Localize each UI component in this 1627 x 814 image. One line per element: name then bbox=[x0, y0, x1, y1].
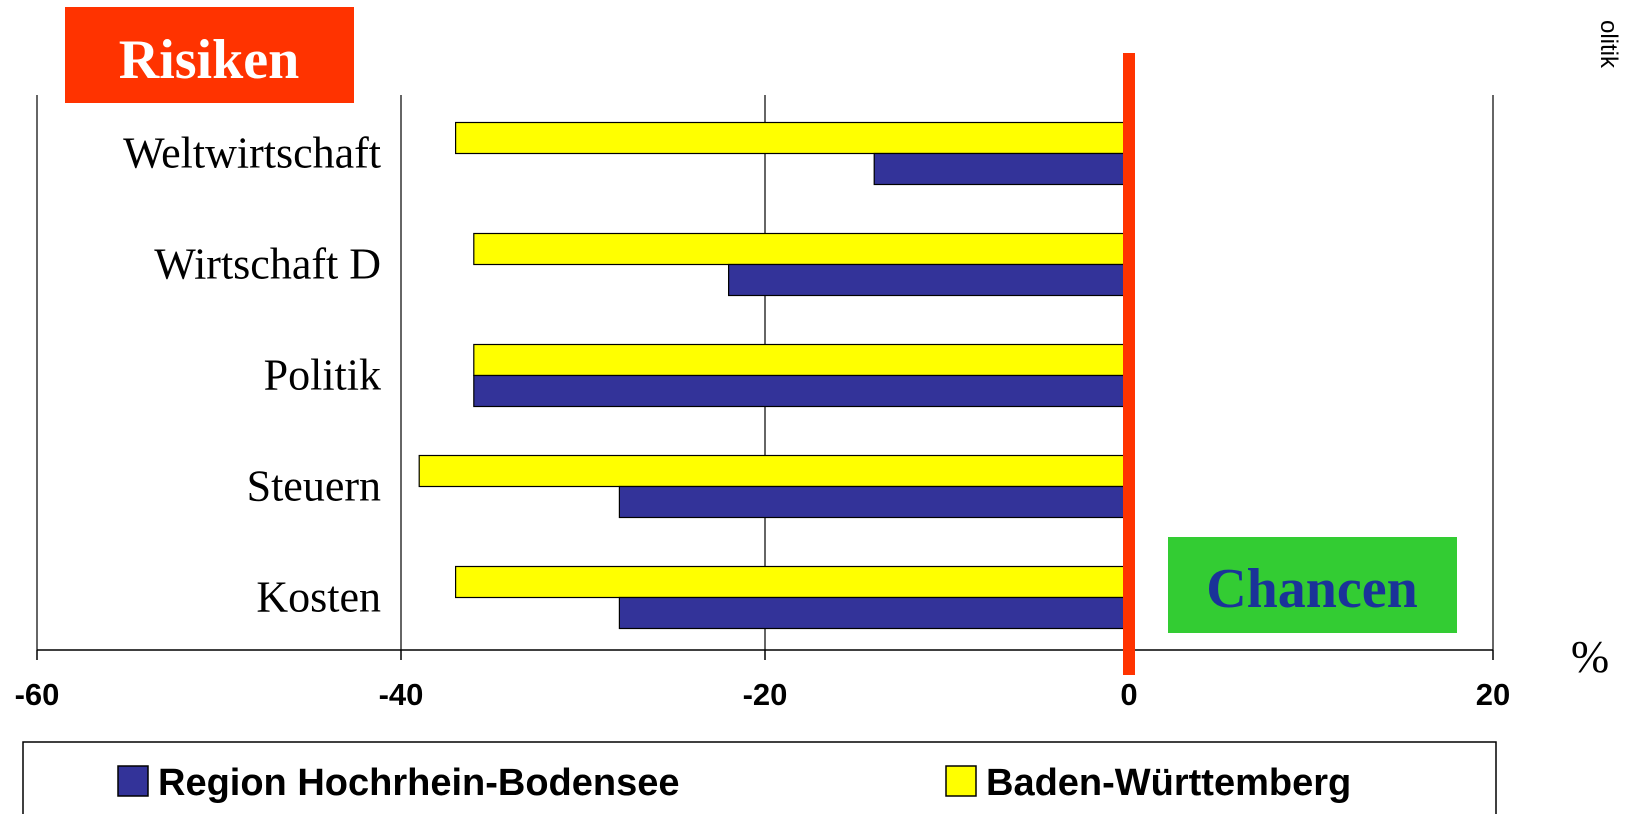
x-axis: -60 -40 -20 0 20 bbox=[15, 649, 1510, 712]
bar-region-hochrhein-bodensee bbox=[618, 485, 1130, 519]
unit-label: % bbox=[1571, 631, 1609, 682]
legend-label-region-hochrhein-bodensee: Region Hochrhein-Bodensee bbox=[158, 762, 680, 804]
bar-region-hochrhein-bodensee bbox=[727, 263, 1130, 297]
bars bbox=[418, 121, 1130, 630]
category-label: Steuern bbox=[247, 462, 381, 511]
x-tick-label: 0 bbox=[1120, 677, 1137, 712]
chances-label: Chancen bbox=[1206, 558, 1418, 620]
category-labels: Weltwirtschaft Wirtschaft D Politik Steuern… bbox=[123, 129, 381, 622]
category-label: Weltwirtschaft bbox=[123, 129, 381, 178]
risks-badge-background bbox=[65, 7, 354, 103]
bar-baden-wuerttemberg bbox=[418, 454, 1130, 488]
bar-baden-wuerttemberg bbox=[473, 232, 1130, 266]
legend-box bbox=[22, 741, 1497, 814]
zero-line bbox=[1123, 53, 1135, 675]
chances-badge: Chancen bbox=[1168, 537, 1457, 633]
category-label: Wirtschaft D bbox=[154, 240, 381, 289]
legend-swatch-region-hochrhein-bodensee bbox=[117, 765, 149, 797]
x-tick-label: 20 bbox=[1476, 677, 1510, 712]
risks-badge: Risiken bbox=[65, 7, 354, 103]
bar-region-hochrhein-bodensee bbox=[618, 596, 1130, 630]
bar-baden-wuerttemberg bbox=[455, 565, 1130, 599]
risks-label: Risiken bbox=[119, 29, 300, 91]
bar-region-hochrhein-bodensee bbox=[473, 374, 1130, 408]
x-tick-label: -60 bbox=[15, 677, 60, 712]
legend: Region Hochrhein-Bodensee Baden-Württemb… bbox=[22, 741, 1497, 814]
bar-baden-wuerttemberg bbox=[455, 121, 1130, 155]
edge-side-text: olitik bbox=[1595, 20, 1622, 69]
legend-label-baden-wuerttemberg: Baden-Württemberg bbox=[986, 762, 1351, 804]
chances-badge-background bbox=[1168, 537, 1457, 633]
bar-baden-wuerttemberg bbox=[473, 343, 1130, 377]
bar-region-hochrhein-bodensee bbox=[873, 152, 1130, 186]
category-label: Politik bbox=[264, 351, 381, 400]
x-tick-label: -20 bbox=[743, 677, 788, 712]
legend-swatch-baden-wuerttemberg bbox=[945, 765, 977, 797]
x-tick-label: -40 bbox=[379, 677, 424, 712]
category-label: Kosten bbox=[256, 573, 381, 622]
